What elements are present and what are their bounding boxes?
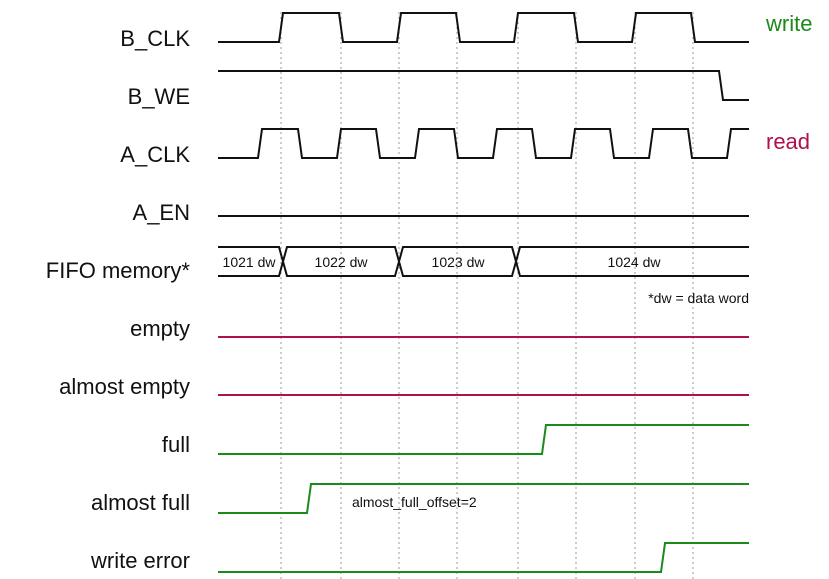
write-error-waveform (218, 542, 749, 573)
almost-full-waveform (218, 483, 749, 514)
fifo-segment-1021: 1021 dw (223, 254, 277, 270)
signal-label-a-clk: A_CLK (120, 142, 190, 167)
signal-label-b-clk: B_CLK (120, 26, 190, 51)
a-clk-waveform (218, 128, 749, 159)
guide-lines (280, 12, 694, 579)
signal-label-write-error: write error (90, 548, 190, 573)
write-domain-label: write (765, 11, 812, 36)
read-domain-label: read (766, 129, 810, 154)
signal-label-b-we: B_WE (128, 84, 190, 109)
fifo-memory-bus: 1021 dw 1022 dw 1023 dw 1024 dw (218, 246, 749, 277)
fifo-segment-1023: 1023 dw (432, 254, 486, 270)
dw-footnote: *dw = data word (648, 290, 749, 306)
signal-label-almost-full: almost full (91, 490, 190, 515)
signal-label-almost-empty: almost empty (59, 374, 190, 399)
signal-label-empty: empty (130, 316, 190, 341)
fifo-bus-outline (218, 246, 749, 277)
almost-full-offset-note: almost_full_offset=2 (352, 494, 477, 510)
fifo-segment-1024: 1024 dw (608, 254, 662, 270)
b-clk-waveform (218, 12, 749, 43)
signal-labels: B_CLK B_WE A_CLK A_EN FIFO memory* empty… (46, 26, 191, 573)
full-waveform (218, 424, 749, 455)
signal-label-a-en: A_EN (133, 200, 190, 225)
fifo-segment-1022: 1022 dw (315, 254, 369, 270)
b-we-waveform (218, 70, 749, 101)
signal-label-fifo-memory: FIFO memory* (46, 258, 191, 283)
signal-label-full: full (162, 432, 190, 457)
